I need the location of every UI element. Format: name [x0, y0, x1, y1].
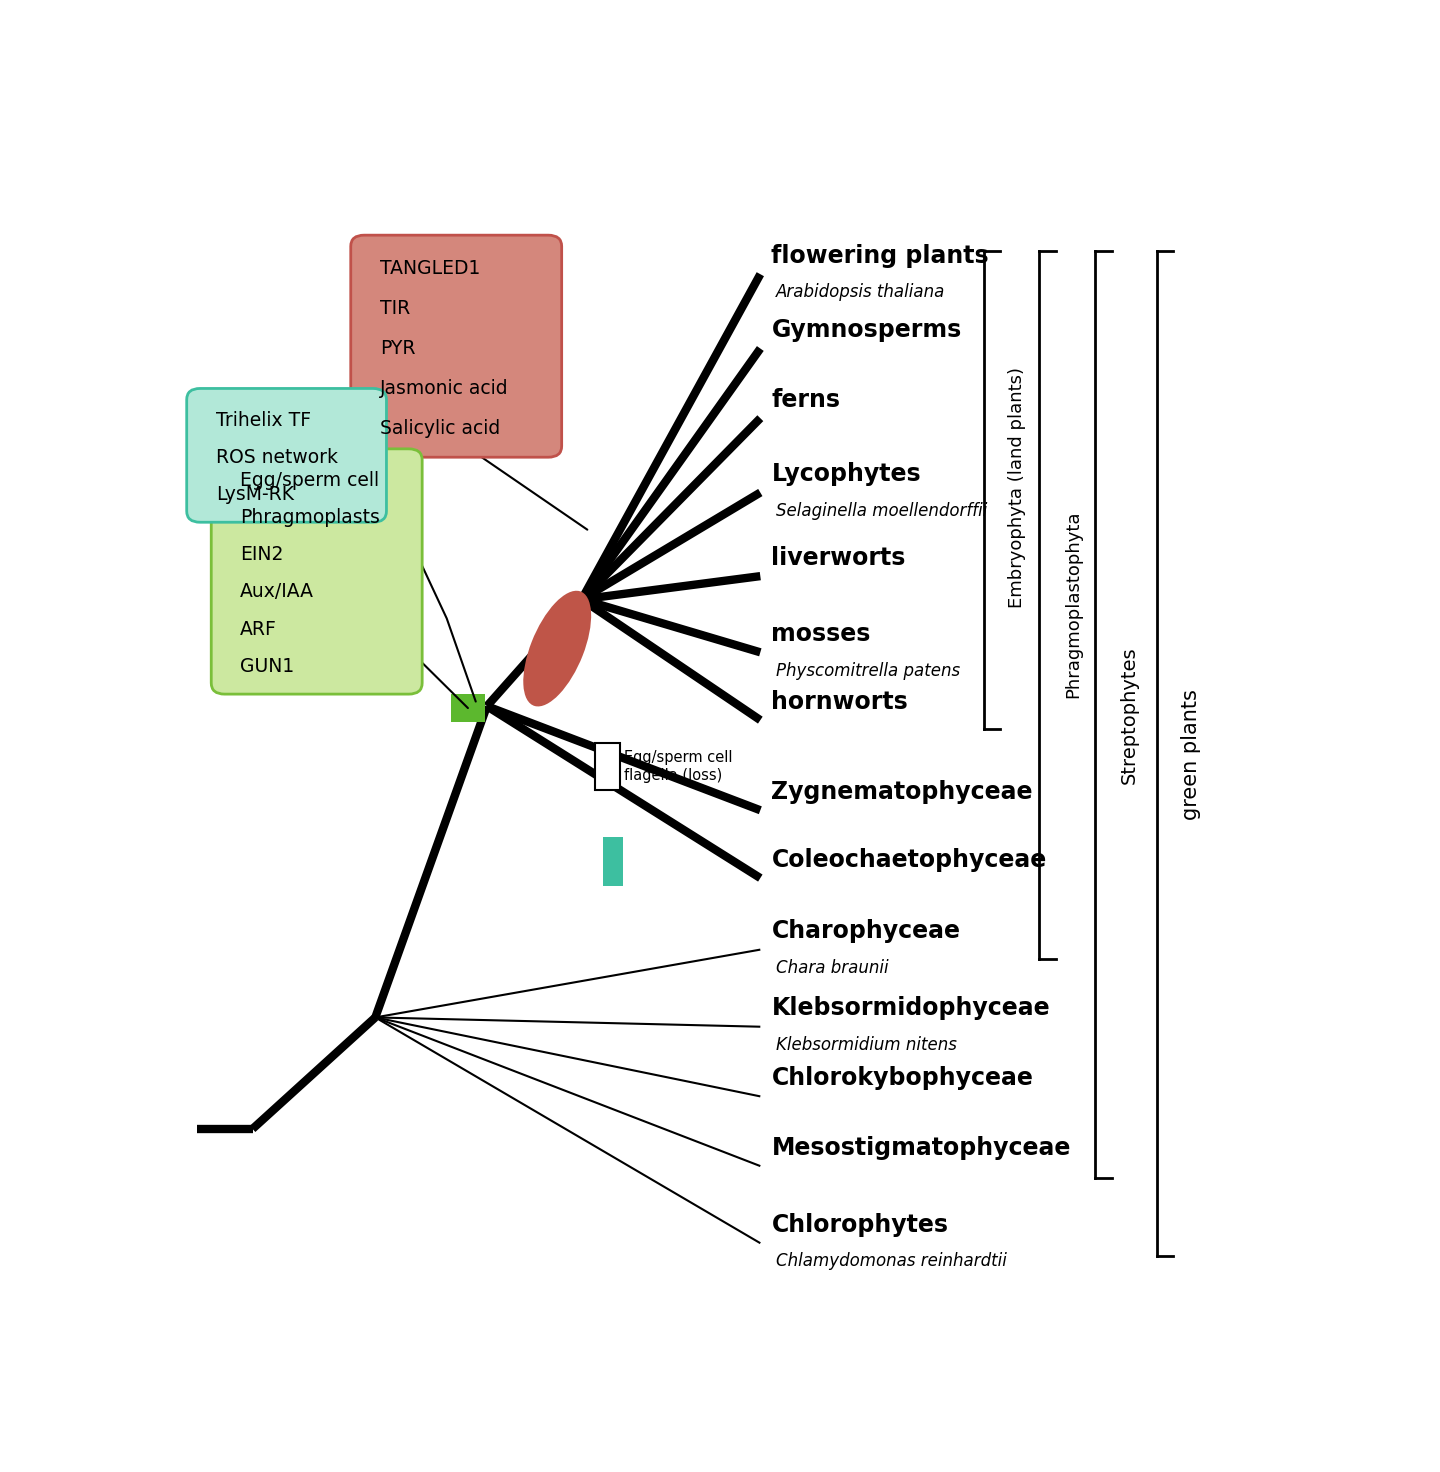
- Text: ROS network: ROS network: [216, 447, 338, 467]
- Text: Trihelix TF: Trihelix TF: [216, 411, 311, 430]
- Text: Streptophytes: Streptophytes: [1120, 646, 1139, 785]
- FancyBboxPatch shape: [351, 236, 562, 458]
- Text: TIR: TIR: [380, 299, 410, 318]
- Text: GUN1: GUN1: [240, 657, 295, 676]
- Bar: [603, 838, 624, 886]
- Text: Klebsormidophyceae: Klebsormidophyceae: [772, 997, 1050, 1020]
- FancyBboxPatch shape: [187, 389, 386, 523]
- Text: Egg/sperm cell
flagella (loss): Egg/sperm cell flagella (loss): [624, 751, 733, 783]
- Text: Salicylic acid: Salicylic acid: [380, 418, 500, 437]
- Text: Chlorokybophyceae: Chlorokybophyceae: [772, 1066, 1034, 1089]
- Text: Chara braunii: Chara braunii: [776, 958, 888, 977]
- Text: Zygnematophyceae: Zygnematophyceae: [772, 780, 1032, 804]
- Text: ARF: ARF: [240, 620, 276, 639]
- Text: Coleochaetophyceae: Coleochaetophyceae: [772, 848, 1047, 871]
- Text: Phragmoplasts: Phragmoplasts: [240, 508, 380, 527]
- Text: Selaginella moellendorffii: Selaginella moellendorffii: [776, 502, 988, 520]
- Bar: [451, 695, 485, 721]
- Ellipse shape: [523, 590, 592, 707]
- Text: Egg/sperm cell: Egg/sperm cell: [240, 471, 379, 490]
- Text: EIN2: EIN2: [240, 545, 284, 564]
- Text: Phragmoplastophyta: Phragmoplastophyta: [1064, 511, 1081, 698]
- Text: PYR: PYR: [380, 339, 415, 358]
- Text: TANGLED1: TANGLED1: [380, 259, 480, 278]
- Text: ferns: ferns: [772, 387, 841, 412]
- Text: Charophyceae: Charophyceae: [772, 919, 960, 944]
- Text: Gymnosperms: Gymnosperms: [772, 318, 962, 342]
- Text: Physcomitrella patens: Physcomitrella patens: [776, 661, 960, 680]
- Text: Chlamydomonas reinhardtii: Chlamydomonas reinhardtii: [776, 1253, 1007, 1270]
- Text: Arabidopsis thaliana: Arabidopsis thaliana: [776, 284, 945, 302]
- Text: Klebsormidium nitens: Klebsormidium nitens: [776, 1036, 956, 1054]
- Text: mosses: mosses: [772, 621, 871, 646]
- Text: Embryophyta (land plants): Embryophyta (land plants): [1008, 368, 1027, 608]
- Text: hornworts: hornworts: [772, 689, 909, 714]
- Text: Aux/IAA: Aux/IAA: [240, 583, 314, 602]
- Text: liverworts: liverworts: [772, 546, 906, 570]
- Bar: [595, 743, 619, 790]
- Text: flowering plants: flowering plants: [772, 244, 989, 268]
- Text: Mesostigmatophyceae: Mesostigmatophyceae: [772, 1135, 1071, 1160]
- Text: LysM-RK: LysM-RK: [216, 484, 294, 503]
- Text: green plants: green plants: [1181, 689, 1201, 820]
- FancyBboxPatch shape: [212, 449, 422, 695]
- Text: Chlorophytes: Chlorophytes: [772, 1213, 949, 1236]
- Text: Jasmonic acid: Jasmonic acid: [380, 378, 508, 397]
- Text: Lycophytes: Lycophytes: [772, 462, 922, 486]
